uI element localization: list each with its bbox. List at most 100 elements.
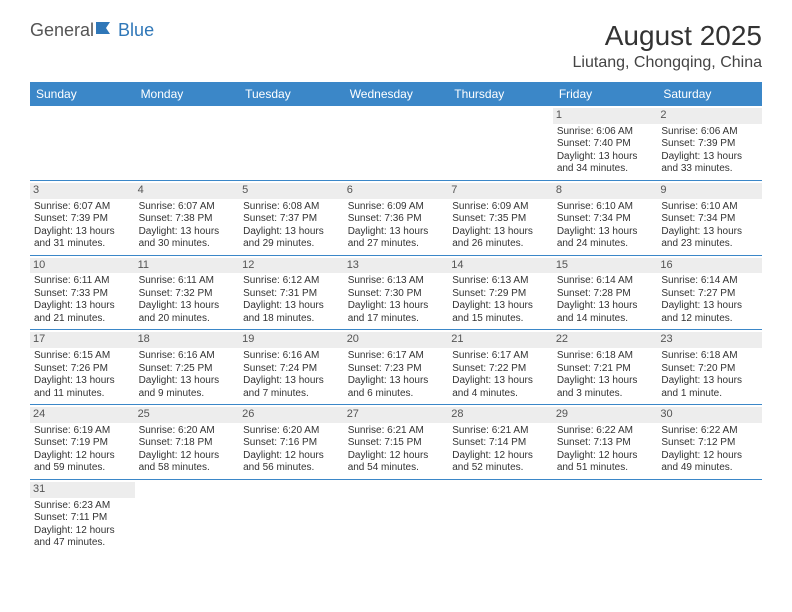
sunset-text: Sunset: 7:20 PM	[661, 363, 758, 376]
sunset-text: Sunset: 7:26 PM	[34, 363, 131, 376]
sunrise-text: Sunrise: 6:11 AM	[34, 275, 131, 288]
calendar-cell: 26 Sunrise: 6:20 AMSunset: 7:16 PMDayligh…	[239, 405, 344, 480]
daylight-text: Daylight: 13 hours and 30 minutes.	[139, 226, 236, 251]
daylight-text: Daylight: 13 hours and 3 minutes.	[557, 375, 654, 400]
sunset-text: Sunset: 7:35 PM	[452, 213, 549, 226]
daylight-text: Daylight: 12 hours and 54 minutes.	[348, 450, 445, 475]
daylight-text: Daylight: 13 hours and 6 minutes.	[348, 375, 445, 400]
calendar-cell: 22Sunrise: 6:18 AMSunset: 7:21 PMDayligh…	[553, 330, 658, 405]
calendar-cell	[239, 106, 344, 180]
weekday-header: Thursday	[448, 82, 553, 106]
month-title: August 2025	[573, 20, 762, 52]
calendar-cell: 3Sunrise: 6:07 AMSunset: 7:39 PMDaylight…	[30, 180, 135, 255]
daylight-text: Daylight: 13 hours and 20 minutes.	[139, 300, 236, 325]
calendar-cell: 4Sunrise: 6:07 AMSunset: 7:38 PMDaylight…	[135, 180, 240, 255]
sunset-text: Sunset: 7:23 PM	[348, 363, 445, 376]
daylight-text: Daylight: 13 hours and 11 minutes.	[34, 375, 131, 400]
calendar-week-row: 31Sunrise: 6:23 AMSunset: 7:11 PMDayligh…	[30, 479, 762, 553]
sunrise-text: Sunrise: 6:23 AM	[34, 500, 131, 513]
sunrise-text: Sunrise: 6:16 AM	[139, 350, 236, 363]
calendar-cell: 12Sunrise: 6:12 AMSunset: 7:31 PMDayligh…	[239, 255, 344, 330]
sunrise-text: Sunrise: 6:07 AM	[34, 201, 131, 214]
weekday-header-row: SundayMondayTuesdayWednesdayThursdayFrid…	[30, 82, 762, 106]
weekday-header: Sunday	[30, 82, 135, 106]
sunrise-text: Sunrise: 6:18 AM	[661, 350, 758, 363]
calendar-cell: 18Sunrise: 6:16 AMSunset: 7:25 PMDayligh…	[135, 330, 240, 405]
day-number: 25	[135, 407, 240, 423]
sunrise-text: Sunrise: 6:10 AM	[557, 201, 654, 214]
sunrise-text: Sunrise: 6:22 AM	[557, 425, 654, 438]
sunrise-text: Sunrise: 6:08 AM	[243, 201, 340, 214]
sunrise-text: Sunrise: 6:16 AM	[243, 350, 340, 363]
day-number: 26	[239, 407, 344, 423]
sunset-text: Sunset: 7:19 PM	[34, 437, 131, 450]
calendar-cell	[135, 479, 240, 553]
day-number: 1	[553, 108, 658, 124]
daylight-text: Daylight: 13 hours and 7 minutes.	[243, 375, 340, 400]
calendar-cell	[448, 479, 553, 553]
sunset-text: Sunset: 7:15 PM	[348, 437, 445, 450]
sunset-text: Sunset: 7:28 PM	[557, 288, 654, 301]
sunset-text: Sunset: 7:39 PM	[661, 138, 758, 151]
calendar-cell: 25Sunrise: 6:20 AMSunset: 7:18 PMDayligh…	[135, 405, 240, 480]
calendar-week-row: 17Sunrise: 6:15 AMSunset: 7:26 PMDayligh…	[30, 330, 762, 405]
sunrise-text: Sunrise: 6:20 AM	[243, 425, 340, 438]
sunset-text: Sunset: 7:31 PM	[243, 288, 340, 301]
sunrise-text: Sunrise: 6:09 AM	[348, 201, 445, 214]
day-number: 24	[30, 407, 135, 423]
weekday-header: Friday	[553, 82, 658, 106]
sunrise-text: Sunrise: 6:22 AM	[661, 425, 758, 438]
calendar-cell: 29Sunrise: 6:22 AMSunset: 7:13 PMDayligh…	[553, 405, 658, 480]
calendar-cell: 13Sunrise: 6:13 AMSunset: 7:30 PMDayligh…	[344, 255, 449, 330]
sunset-text: Sunset: 7:39 PM	[34, 213, 131, 226]
calendar-cell: 2Sunrise: 6:06 AMSunset: 7:39 PMDaylight…	[657, 106, 762, 180]
sunset-text: Sunset: 7:12 PM	[661, 437, 758, 450]
sunset-text: Sunset: 7:34 PM	[661, 213, 758, 226]
calendar-cell: 8Sunrise: 6:10 AMSunset: 7:34 PMDaylight…	[553, 180, 658, 255]
weekday-header: Wednesday	[344, 82, 449, 106]
calendar-cell	[657, 479, 762, 553]
calendar-cell	[553, 479, 658, 553]
calendar-cell	[239, 479, 344, 553]
calendar-cell: 20Sunrise: 6:17 AMSunset: 7:23 PMDayligh…	[344, 330, 449, 405]
daylight-text: Daylight: 13 hours and 29 minutes.	[243, 226, 340, 251]
sunrise-text: Sunrise: 6:20 AM	[139, 425, 236, 438]
daylight-text: Daylight: 13 hours and 14 minutes.	[557, 300, 654, 325]
sunrise-text: Sunrise: 6:06 AM	[557, 126, 654, 139]
sunset-text: Sunset: 7:32 PM	[139, 288, 236, 301]
flag-icon	[96, 20, 116, 41]
calendar-cell: 17Sunrise: 6:15 AMSunset: 7:26 PMDayligh…	[30, 330, 135, 405]
calendar-cell	[448, 106, 553, 180]
calendar-cell: 1Sunrise: 6:06 AMSunset: 7:40 PMDaylight…	[553, 106, 658, 180]
logo: General Blue	[30, 20, 154, 41]
sunrise-text: Sunrise: 6:13 AM	[452, 275, 549, 288]
daylight-text: Daylight: 13 hours and 34 minutes.	[557, 151, 654, 176]
location: Liutang, Chongqing, China	[573, 54, 762, 72]
daylight-text: Daylight: 12 hours and 59 minutes.	[34, 450, 131, 475]
day-number: 13	[344, 258, 449, 274]
calendar-cell: 31Sunrise: 6:23 AMSunset: 7:11 PMDayligh…	[30, 479, 135, 553]
calendar-cell: 11Sunrise: 6:11 AMSunset: 7:32 PMDayligh…	[135, 255, 240, 330]
sunrise-text: Sunrise: 6:14 AM	[661, 275, 758, 288]
day-number: 21	[448, 332, 553, 348]
daylight-text: Daylight: 13 hours and 33 minutes.	[661, 151, 758, 176]
weekday-header: Saturday	[657, 82, 762, 106]
day-number: 28	[448, 407, 553, 423]
sunrise-text: Sunrise: 6:21 AM	[452, 425, 549, 438]
sunset-text: Sunset: 7:30 PM	[348, 288, 445, 301]
daylight-text: Daylight: 12 hours and 56 minutes.	[243, 450, 340, 475]
weekday-header: Monday	[135, 82, 240, 106]
calendar-cell	[135, 106, 240, 180]
calendar-cell: 10Sunrise: 6:11 AMSunset: 7:33 PMDayligh…	[30, 255, 135, 330]
day-number: 2	[657, 108, 762, 124]
sunrise-text: Sunrise: 6:10 AM	[661, 201, 758, 214]
calendar-cell: 5Sunrise: 6:08 AMSunset: 7:37 PMDaylight…	[239, 180, 344, 255]
sunrise-text: Sunrise: 6:14 AM	[557, 275, 654, 288]
sunset-text: Sunset: 7:13 PM	[557, 437, 654, 450]
daylight-text: Daylight: 13 hours and 9 minutes.	[139, 375, 236, 400]
calendar-cell: 30Sunrise: 6:22 AMSunset: 7:12 PMDayligh…	[657, 405, 762, 480]
calendar-cell: 28Sunrise: 6:21 AMSunset: 7:14 PMDayligh…	[448, 405, 553, 480]
sunset-text: Sunset: 7:37 PM	[243, 213, 340, 226]
sunset-text: Sunset: 7:16 PM	[243, 437, 340, 450]
daylight-text: Daylight: 13 hours and 17 minutes.	[348, 300, 445, 325]
